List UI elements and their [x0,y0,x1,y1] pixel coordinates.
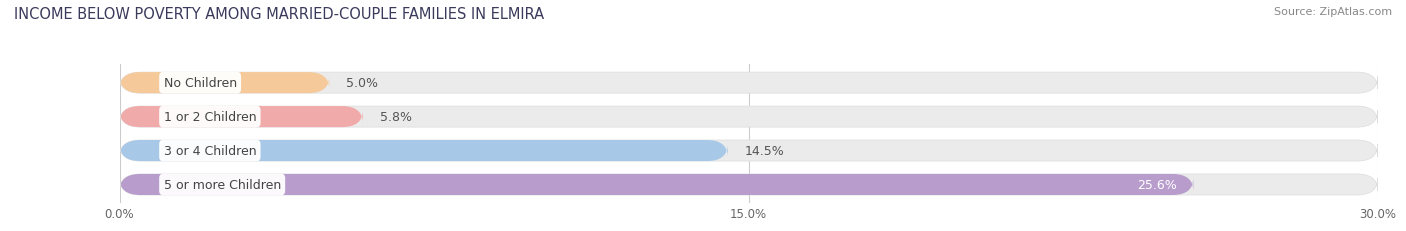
Text: 3 or 4 Children: 3 or 4 Children [163,144,256,157]
Text: 5.8%: 5.8% [380,111,412,124]
Text: No Children: No Children [163,77,236,90]
Text: 1 or 2 Children: 1 or 2 Children [163,111,256,124]
Text: 5.0%: 5.0% [346,77,378,90]
FancyBboxPatch shape [120,73,1378,94]
FancyBboxPatch shape [120,140,1378,161]
FancyBboxPatch shape [120,174,1194,195]
Text: Source: ZipAtlas.com: Source: ZipAtlas.com [1274,7,1392,17]
FancyBboxPatch shape [120,174,1378,195]
FancyBboxPatch shape [120,73,329,94]
Text: 14.5%: 14.5% [745,144,785,157]
FancyBboxPatch shape [120,106,363,128]
FancyBboxPatch shape [120,106,1378,128]
Text: 25.6%: 25.6% [1137,178,1177,191]
Text: INCOME BELOW POVERTY AMONG MARRIED-COUPLE FAMILIES IN ELMIRA: INCOME BELOW POVERTY AMONG MARRIED-COUPL… [14,7,544,22]
FancyBboxPatch shape [120,140,728,161]
Text: 5 or more Children: 5 or more Children [163,178,281,191]
